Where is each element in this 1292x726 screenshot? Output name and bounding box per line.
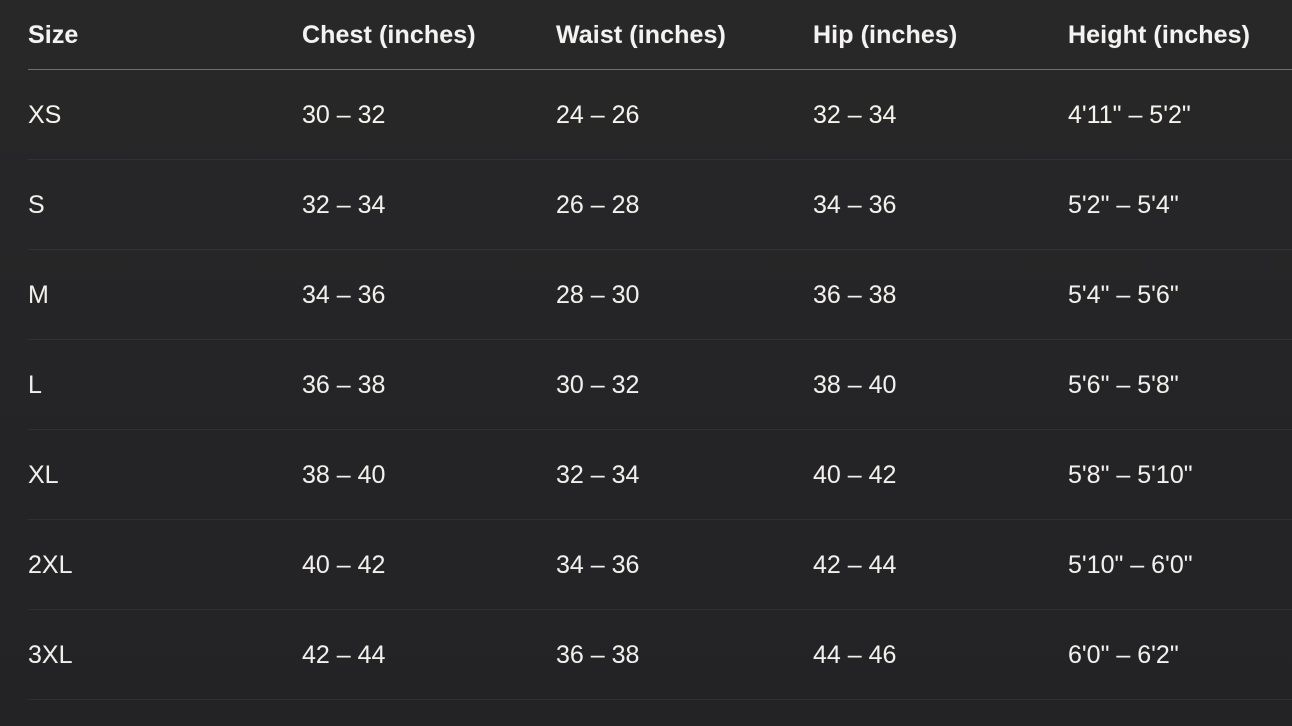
cell-hip: 40 – 42 bbox=[785, 430, 1040, 520]
cell-hip: 44 – 46 bbox=[785, 610, 1040, 700]
cell-height: 5'4" – 5'6" bbox=[1040, 250, 1292, 340]
size-chart-table: Size Chest (inches) Waist (inches) Hip (… bbox=[0, 0, 1292, 700]
column-header-hip: Hip (inches) bbox=[785, 0, 1040, 70]
cell-waist: 32 – 34 bbox=[528, 430, 785, 520]
cell-waist: 24 – 26 bbox=[528, 70, 785, 160]
cell-chest: 32 – 34 bbox=[274, 160, 528, 250]
cell-height: 5'6" – 5'8" bbox=[1040, 340, 1292, 430]
cell-waist: 26 – 28 bbox=[528, 160, 785, 250]
table-body: XS 30 – 32 24 – 26 32 – 34 4'11" – 5'2" … bbox=[0, 70, 1292, 700]
column-header-height: Height (inches) bbox=[1040, 0, 1292, 70]
table-row: M 34 – 36 28 – 30 36 – 38 5'4" – 5'6" bbox=[0, 250, 1292, 340]
column-header-size-label: Size bbox=[28, 20, 79, 49]
cell-hip: 36 – 38 bbox=[785, 250, 1040, 340]
cell-height: 5'8" – 5'10" bbox=[1040, 430, 1292, 520]
table-row: XL 38 – 40 32 – 34 40 – 42 5'8" – 5'10" bbox=[0, 430, 1292, 520]
table-row: XS 30 – 32 24 – 26 32 – 34 4'11" – 5'2" bbox=[0, 70, 1292, 160]
table-row: L 36 – 38 30 – 32 38 – 40 5'6" – 5'8" bbox=[0, 340, 1292, 430]
cell-size: L bbox=[0, 340, 274, 430]
cell-waist: 30 – 32 bbox=[528, 340, 785, 430]
column-header-hip-label: Hip (inches) bbox=[813, 20, 958, 49]
cell-chest: 34 – 36 bbox=[274, 250, 528, 340]
cell-height: 5'10" – 6'0" bbox=[1040, 520, 1292, 610]
column-header-waist-label: Waist (inches) bbox=[556, 20, 726, 49]
cell-chest: 42 – 44 bbox=[274, 610, 528, 700]
cell-hip: 32 – 34 bbox=[785, 70, 1040, 160]
cell-height: 4'11" – 5'2" bbox=[1040, 70, 1292, 160]
cell-size: XL bbox=[0, 430, 274, 520]
table-header: Size Chest (inches) Waist (inches) Hip (… bbox=[0, 0, 1292, 70]
cell-chest: 38 – 40 bbox=[274, 430, 528, 520]
cell-height: 6'0" – 6'2" bbox=[1040, 610, 1292, 700]
cell-chest: 30 – 32 bbox=[274, 70, 528, 160]
cell-waist: 28 – 30 bbox=[528, 250, 785, 340]
cell-hip: 34 – 36 bbox=[785, 160, 1040, 250]
cell-waist: 36 – 38 bbox=[528, 610, 785, 700]
cell-chest: 40 – 42 bbox=[274, 520, 528, 610]
column-header-height-label: Height (inches) bbox=[1068, 20, 1251, 49]
cell-hip: 42 – 44 bbox=[785, 520, 1040, 610]
table-row: 3XL 42 – 44 36 – 38 44 – 46 6'0" – 6'2" bbox=[0, 610, 1292, 700]
cell-size: M bbox=[0, 250, 274, 340]
cell-height: 5'2" – 5'4" bbox=[1040, 160, 1292, 250]
column-header-size: Size bbox=[0, 0, 274, 70]
header-row: Size Chest (inches) Waist (inches) Hip (… bbox=[0, 0, 1292, 70]
cell-size: 3XL bbox=[0, 610, 274, 700]
table-row: 2XL 40 – 42 34 – 36 42 – 44 5'10" – 6'0" bbox=[0, 520, 1292, 610]
cell-hip: 38 – 40 bbox=[785, 340, 1040, 430]
cell-size: S bbox=[0, 160, 274, 250]
column-header-chest: Chest (inches) bbox=[274, 0, 528, 70]
cell-waist: 34 – 36 bbox=[528, 520, 785, 610]
cell-size: XS bbox=[0, 70, 274, 160]
cell-size: 2XL bbox=[0, 520, 274, 610]
column-header-chest-label: Chest (inches) bbox=[302, 20, 476, 49]
table-row: S 32 – 34 26 – 28 34 – 36 5'2" – 5'4" bbox=[0, 160, 1292, 250]
cell-chest: 36 – 38 bbox=[274, 340, 528, 430]
column-header-waist: Waist (inches) bbox=[528, 0, 785, 70]
